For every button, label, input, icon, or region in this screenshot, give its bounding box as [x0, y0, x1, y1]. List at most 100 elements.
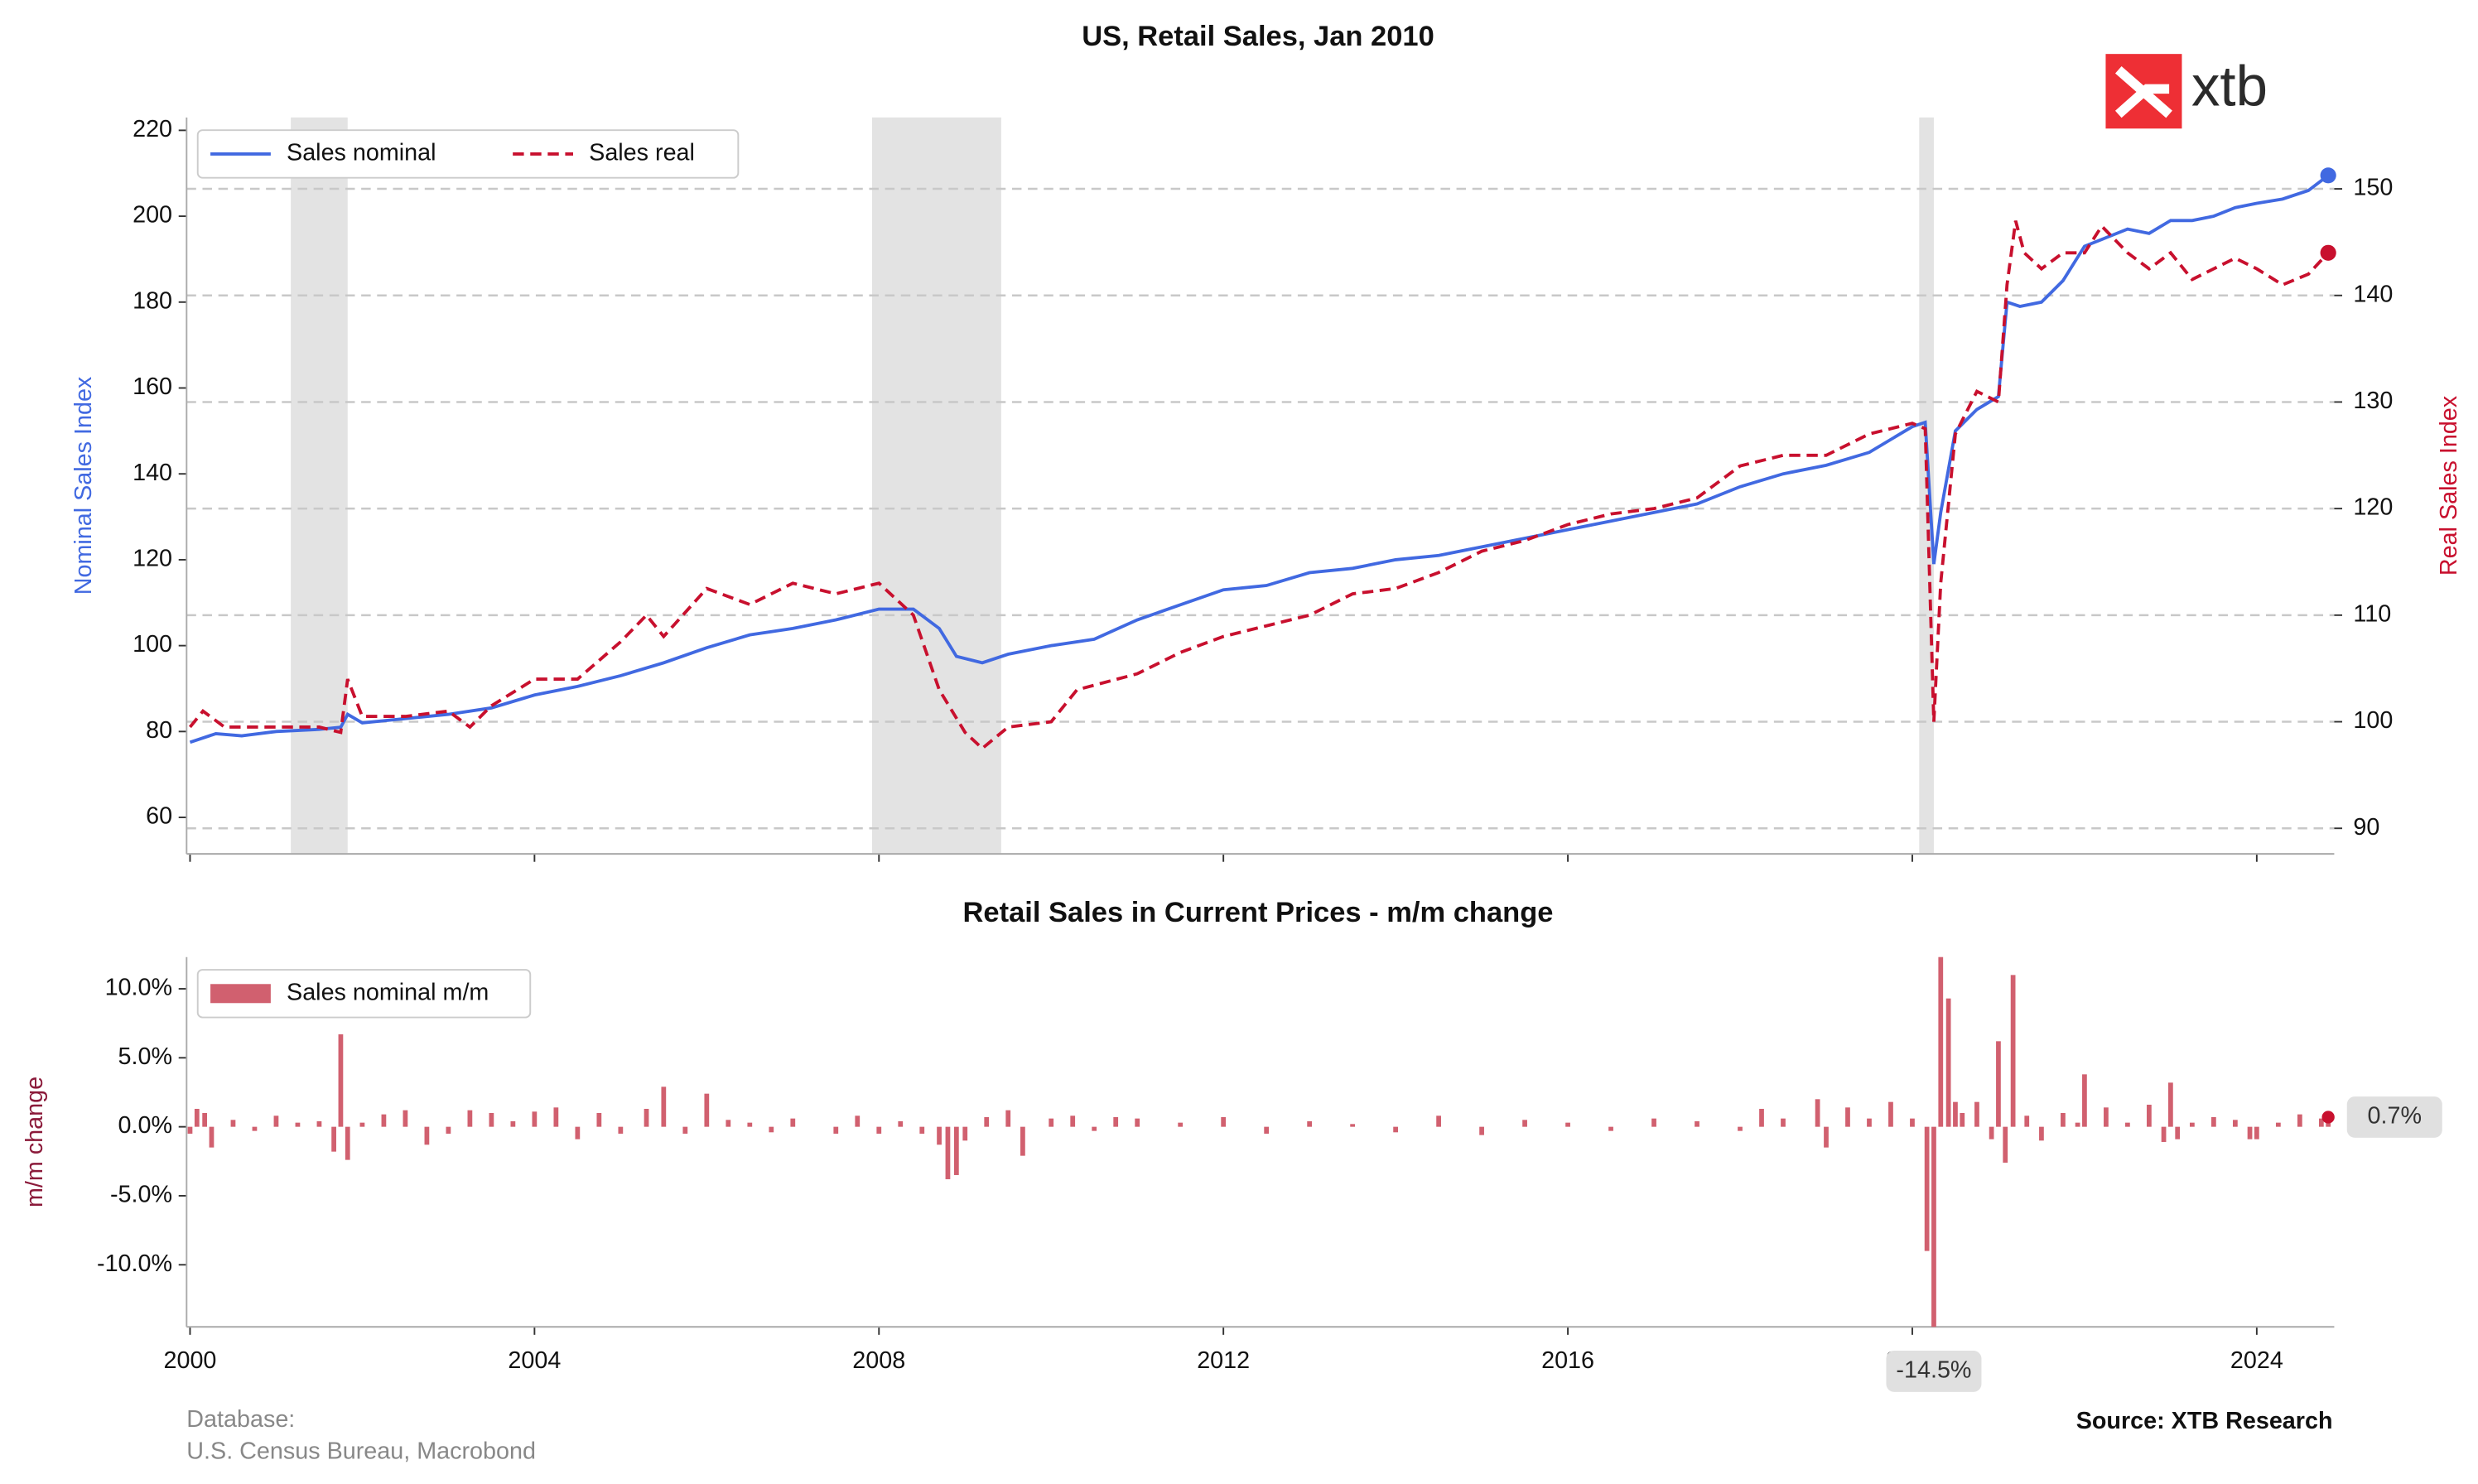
bar — [2275, 1122, 2281, 1127]
legend-box — [196, 969, 532, 1019]
legend-label: Sales real — [589, 140, 695, 166]
bar — [359, 1122, 365, 1127]
bar — [1070, 1115, 1076, 1127]
bar — [726, 1120, 731, 1127]
legend-label: Sales nominal — [287, 140, 436, 166]
x-tick-label: 2004 — [508, 1347, 561, 1374]
bar — [2175, 1126, 2181, 1140]
bar — [187, 1126, 193, 1134]
bar — [919, 1126, 925, 1134]
bar — [1608, 1126, 1613, 1131]
end-dot — [2321, 1111, 2335, 1124]
bar — [2247, 1126, 2253, 1140]
bar — [1264, 1126, 1270, 1134]
bar — [1924, 1126, 1930, 1251]
bar — [1845, 1107, 1850, 1127]
logo-text: xtb — [2191, 54, 2268, 118]
bar — [2082, 1074, 2087, 1127]
bar — [446, 1126, 451, 1134]
bar — [2232, 1120, 2238, 1127]
bar — [1931, 1126, 1936, 1327]
bar — [1910, 1118, 1915, 1127]
logo-icon — [2114, 66, 2172, 118]
y-tick-label: 0.0% — [118, 1112, 172, 1139]
end-dot — [2320, 244, 2336, 261]
bar — [661, 1086, 667, 1127]
bar — [1953, 1101, 1958, 1127]
bar — [338, 1034, 344, 1127]
bar — [575, 1126, 581, 1140]
bar — [403, 1110, 408, 1127]
bar — [945, 1126, 951, 1179]
bar — [1020, 1126, 1025, 1156]
bar — [1651, 1118, 1656, 1127]
y2-tick-label: 100 — [2353, 707, 2393, 734]
bar — [345, 1126, 350, 1160]
bar — [381, 1114, 387, 1127]
y-tick-label: 10.0% — [105, 975, 172, 1001]
y-tick-label: -5.0% — [110, 1182, 172, 1208]
bar — [2061, 1112, 2066, 1127]
y-tick-label: 220 — [133, 116, 172, 142]
bar — [1781, 1118, 1786, 1127]
x-tick-label: 2000 — [163, 1347, 216, 1374]
y-tick-label: 120 — [133, 546, 172, 572]
y-axis-label: Nominal Sales Index — [70, 376, 97, 595]
line-series — [188, 220, 2330, 751]
bar — [704, 1093, 710, 1127]
bar — [2024, 1115, 2030, 1127]
bar — [1113, 1116, 1119, 1127]
bar — [984, 1116, 990, 1127]
bar — [1436, 1115, 1441, 1127]
bar — [1974, 1101, 1979, 1127]
bar — [424, 1126, 430, 1145]
bar — [790, 1118, 796, 1127]
bar — [1738, 1126, 1743, 1131]
legend: Sales nominal Sales real — [196, 129, 740, 179]
bar — [1178, 1122, 1184, 1127]
legend-swatch — [210, 984, 271, 1004]
bar — [273, 1115, 279, 1127]
bar — [1479, 1126, 1484, 1135]
legend-label: Sales nominal m/m — [287, 979, 489, 1005]
y-tick-label: 200 — [133, 202, 172, 229]
bar — [2168, 1082, 2173, 1127]
y2-tick-label: 120 — [2353, 494, 2393, 521]
bar — [2318, 1118, 2324, 1127]
bar — [769, 1126, 774, 1133]
bar — [202, 1112, 208, 1127]
bar — [1135, 1118, 1140, 1127]
x-tick-label: 2024 — [2230, 1347, 2283, 1374]
bar — [596, 1112, 602, 1127]
bar — [209, 1126, 215, 1148]
bar — [510, 1120, 516, 1127]
bar — [898, 1120, 904, 1127]
bar — [1393, 1126, 1398, 1133]
y2-tick-label: 90 — [2353, 814, 2379, 841]
x-tick-label: 2016 — [1541, 1347, 1594, 1374]
bar — [252, 1126, 258, 1131]
bar — [1867, 1118, 1872, 1127]
annotation-label: 0.7% — [2368, 1103, 2423, 1130]
bar — [2075, 1122, 2080, 1127]
bar — [230, 1120, 236, 1127]
footer-database: Database: — [186, 1406, 295, 1433]
shaded-period — [871, 117, 1001, 855]
y-axis-label: m/m change — [22, 1077, 48, 1207]
bar — [1824, 1126, 1829, 1148]
bar — [1092, 1126, 1097, 1131]
bar — [1350, 1124, 1356, 1127]
bar — [2161, 1126, 2167, 1142]
bar — [833, 1126, 839, 1134]
bar — [532, 1111, 538, 1127]
annotation-box — [1886, 1351, 1982, 1392]
bar — [1960, 1112, 1965, 1127]
bar — [1695, 1120, 1699, 1127]
bar — [644, 1108, 649, 1127]
bar — [1565, 1122, 1570, 1127]
legend-box — [196, 129, 740, 179]
bar — [2297, 1114, 2302, 1127]
bar — [2104, 1107, 2109, 1127]
bar — [295, 1122, 301, 1127]
